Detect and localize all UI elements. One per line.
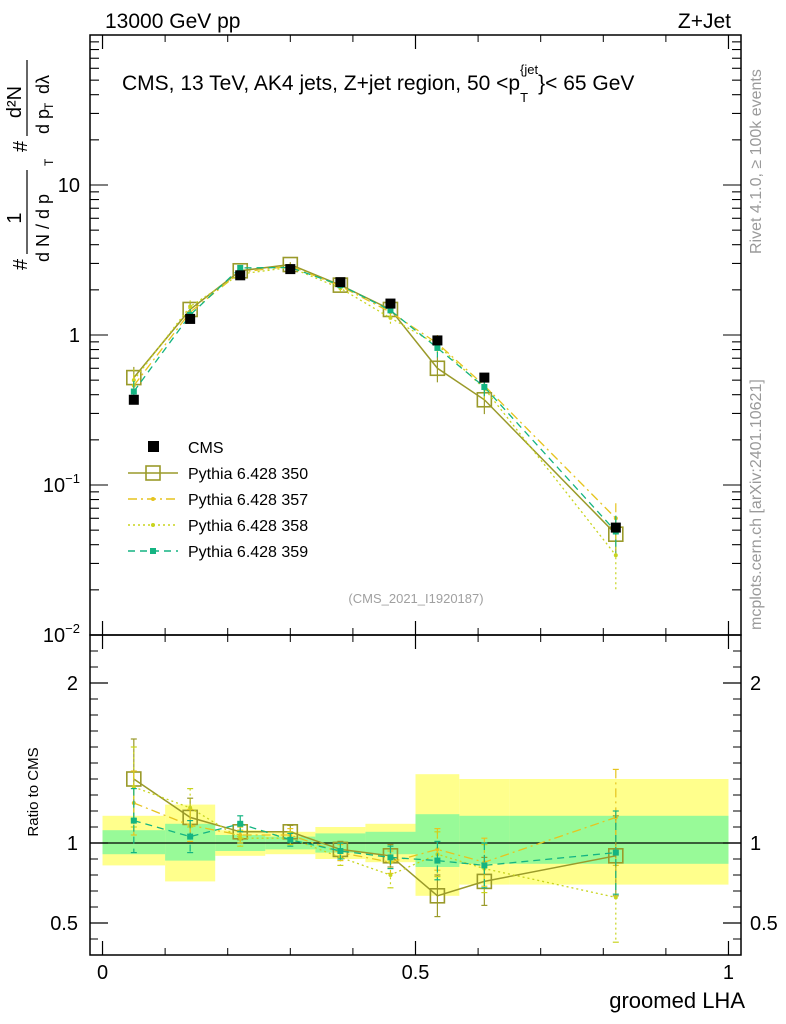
- ratio-point-series-3-6: [434, 857, 441, 864]
- x-tick-label-0: 0: [97, 962, 108, 984]
- y-title-T-2: T: [42, 102, 56, 110]
- cms-point-0: [128, 394, 139, 405]
- main-point-series-3-2: [237, 264, 244, 271]
- legend-marker-series-3: [150, 548, 156, 554]
- cms-point-2: [235, 270, 246, 281]
- x-tick-label-2: 1: [723, 962, 734, 984]
- main-point-series-2-8: [613, 553, 618, 558]
- ratio-point-series-3-8: [612, 849, 619, 856]
- rivet-version-label: Rivet 4.1.0, ≥ 100k events: [748, 69, 765, 254]
- cms-point-4: [335, 277, 346, 288]
- ratio-point-series-3-2: [237, 820, 244, 827]
- cms-point-7: [479, 372, 490, 383]
- y-title-T-1: T: [42, 158, 56, 166]
- ratio-point-series-3-0: [130, 817, 137, 824]
- ratio-point-series-1-6: [435, 847, 440, 852]
- ratio-point-series-0-7: [476, 873, 493, 890]
- ratio-point-series-2-2: [238, 836, 243, 841]
- mcplots-label: mcplots.cern.ch [arXiv:2401.10621]: [748, 379, 765, 630]
- legend-marker-series-1: [151, 497, 155, 501]
- analysis-id: (CMS_2021_I1920187): [348, 591, 483, 606]
- main-point-series-0-6: [429, 360, 446, 377]
- y-title-dlambda: dλ: [33, 75, 53, 94]
- y-title-frac2-den: d p: [33, 109, 53, 134]
- main-point-series-3-6: [434, 344, 441, 351]
- ratio-line-series-3: [133, 819, 616, 867]
- y-tick-label-1: 10−1: [43, 471, 80, 497]
- header-process: Z+Jet: [678, 10, 731, 33]
- y-tick-label-0: 10−2: [43, 621, 80, 647]
- y-title-frac2-num: d²N: [4, 86, 26, 118]
- legend-marker-cms: [148, 441, 159, 452]
- main-point-series-2-5: [388, 315, 393, 320]
- y-axis-title: # 1 d N / d p T # d²N d p T dλ: [4, 60, 56, 270]
- main-point-series-3-7: [481, 384, 488, 391]
- cms-point-8: [610, 522, 621, 533]
- legend-marker-series-2: [151, 523, 155, 527]
- ratio-tick-label-left-0: 0.5: [50, 913, 78, 935]
- band-green-8: [509, 815, 729, 864]
- x-tick-label-1: 0.5: [402, 962, 430, 984]
- cms-data-points: [128, 264, 621, 533]
- ratio-point-series-2-5: [388, 873, 393, 877]
- main-point-series-3-0: [130, 388, 137, 395]
- main-point-series-3-5: [387, 307, 394, 314]
- legend-label-series-0: Pythia 6.428 350: [188, 466, 308, 483]
- main-line-series-2: [133, 266, 617, 556]
- ratio-tick-label-left-2: 2: [67, 673, 78, 695]
- legend: CMS Pythia 6.428 350 Pythia 6.428 357 Pythi…: [128, 440, 308, 561]
- ratio-tick-label-right-1: 1: [750, 833, 761, 855]
- ratio-point-series-2-8: [613, 895, 618, 900]
- legend-marker-series-0: [145, 465, 161, 481]
- x-axis-title: groomed LHA: [609, 988, 745, 1013]
- ratio-tick-label-right-0: 0.5: [750, 913, 778, 935]
- ratio-tick-label-right-2: 2: [750, 673, 761, 695]
- ratio-panel-series: [126, 738, 624, 943]
- legend-label-series-2: Pythia 6.428 358: [188, 518, 308, 535]
- cms-point-1: [185, 313, 196, 324]
- ratio-point-series-1-2: [238, 833, 243, 837]
- y-tick-label-2: 1: [69, 325, 80, 347]
- cms-point-3: [285, 264, 296, 275]
- y-tick-label-3: 10: [58, 175, 80, 197]
- main-point-series-2-1: [188, 304, 193, 309]
- ratio-point-series-2-1: [188, 805, 193, 810]
- plot-title: CMS, 13 TeV, AK4 jets, Z+jet region, 50 …: [122, 62, 634, 105]
- ratio-point-series-0-6: [429, 887, 446, 904]
- ratio-point-series-3-5: [387, 854, 394, 861]
- legend-label-cms: CMS: [188, 440, 224, 457]
- y-title-hash-2: #: [10, 140, 32, 152]
- y-title-hash-1: #: [10, 258, 32, 270]
- legend-label-series-3: Pythia 6.428 359: [188, 544, 308, 561]
- y-title-frac1-num: 1: [4, 212, 26, 223]
- main-point-series-2-0: [131, 378, 136, 383]
- ratio-tick-label-left-1: 1: [67, 833, 78, 855]
- header-energy: 13000 GeV pp: [105, 10, 240, 33]
- ratio-point-series-3-4: [337, 848, 344, 854]
- y-title-frac1-den: d N / d p: [33, 194, 53, 262]
- legend-label-series-1: Pythia 6.428 357: [188, 492, 308, 509]
- ratio-point-series-3-7: [481, 862, 488, 869]
- ratio-point-series-3-3: [287, 836, 294, 843]
- ratio-axis-title: Ratio to CMS: [25, 747, 42, 836]
- cms-point-6: [432, 335, 443, 346]
- ratio-point-series-3-1: [187, 833, 194, 840]
- main-panel-series: [126, 256, 624, 592]
- axis-ticks: 0 0.5 1 10−2 10−1 1 10 0.5 0.5 1 1 2 2: [43, 35, 778, 984]
- cms-point-5: [385, 298, 396, 309]
